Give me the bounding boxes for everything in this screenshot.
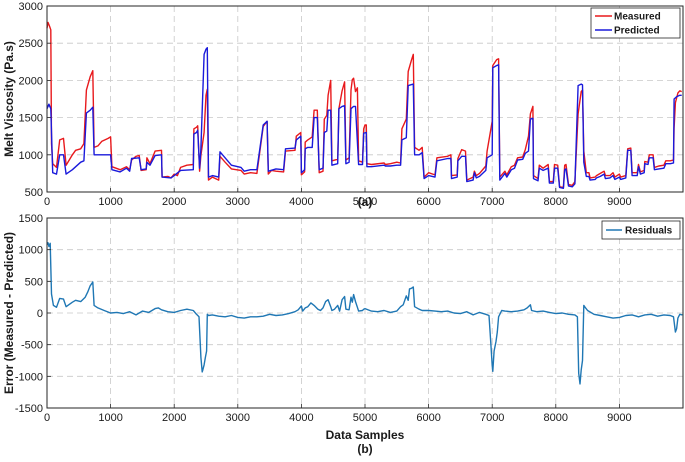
plot-b-y-axis-label: Error (Measured - Predicted) (2, 232, 16, 394)
x-tick-label: 6000 (416, 412, 440, 424)
y-tick-label: 1500 (19, 113, 43, 125)
plot-a-legend: Measured Predicted (590, 7, 681, 39)
series-line-predicted (46, 47, 682, 189)
x-tick-label: 5000 (353, 412, 377, 424)
y-tick-label: 1000 (19, 150, 43, 162)
y-tick-label: 500 (25, 187, 43, 199)
series-line-residuals (46, 242, 683, 385)
panel-a-caption: (a) (358, 195, 373, 209)
y-tick-label: -1000 (15, 371, 43, 383)
x-tick-label: 4000 (289, 196, 313, 208)
x-tick-label: 4000 (289, 412, 313, 424)
y-tick-label: 0 (37, 308, 43, 320)
y-tick-label: 1500 (19, 213, 43, 225)
x-tick-label: 8000 (544, 412, 568, 424)
x-tick-label: 7000 (480, 196, 504, 208)
y-tick-label: 1000 (19, 245, 43, 257)
y-tick-label: -1500 (15, 403, 43, 415)
plot-a-y-axis-label: Melt Viscosity (Pa.s) (2, 41, 16, 157)
y-tick-label: 2500 (19, 38, 43, 50)
x-tick-label: 1000 (98, 412, 122, 424)
x-tick-label: 9000 (607, 412, 631, 424)
plot-a-series (46, 21, 682, 189)
y-tick-label: -500 (21, 340, 43, 352)
plot-a-y-ticks: 500 1000 1500 2000 2500 3000 (19, 1, 51, 199)
x-tick-label: 9000 (607, 196, 631, 208)
legend-measured-label: Measured (614, 12, 661, 23)
x-tick-label: 0 (44, 412, 50, 424)
series-line-measured (46, 21, 682, 189)
plot-a-x-ticks: 0 1000 2000 3000 4000 5000 6000 7000 8000 9000 (44, 188, 632, 208)
panel-b-residuals-chart: 0 1000 2000 3000 4000 5000 6000 7000 8000 9000 -1… (2, 213, 684, 456)
x-tick-label: 3000 (226, 196, 250, 208)
x-tick-label: 2000 (162, 412, 186, 424)
x-tick-label: 8000 (544, 196, 568, 208)
plot-b-y-ticks: -1500 -1000 -500 0 500 1000 1500 (15, 213, 51, 415)
x-tick-label: 0 (44, 196, 50, 208)
plot-b-legend: Residuals (601, 220, 681, 240)
y-tick-label: 2000 (19, 75, 43, 87)
plot-a-legend-box (590, 7, 681, 39)
y-tick-label: 3000 (19, 1, 43, 13)
x-tick-label: 2000 (162, 196, 186, 208)
x-tick-label: 7000 (480, 412, 504, 424)
x-tick-label: 1000 (98, 196, 122, 208)
x-tick-label: 3000 (226, 412, 250, 424)
plot-b-x-ticks: 0 1000 2000 3000 4000 5000 6000 7000 8000 9000 (44, 404, 632, 424)
x-tick-label: 6000 (416, 196, 440, 208)
plot-b-series (46, 242, 683, 385)
legend-residuals-label: Residuals (625, 226, 673, 237)
legend-predicted-label: Predicted (614, 26, 660, 37)
y-tick-label: 500 (25, 276, 43, 288)
plot-b-x-axis-label: Data Samples (326, 428, 405, 442)
panel-b-caption: (b) (357, 442, 372, 456)
plot-b-legend-box (601, 220, 681, 240)
panel-a-melt-viscosity-chart: 0 1000 2000 3000 4000 5000 6000 7000 8000 9000 50… (2, 1, 684, 209)
x-tick-label: 5000 (353, 196, 377, 208)
